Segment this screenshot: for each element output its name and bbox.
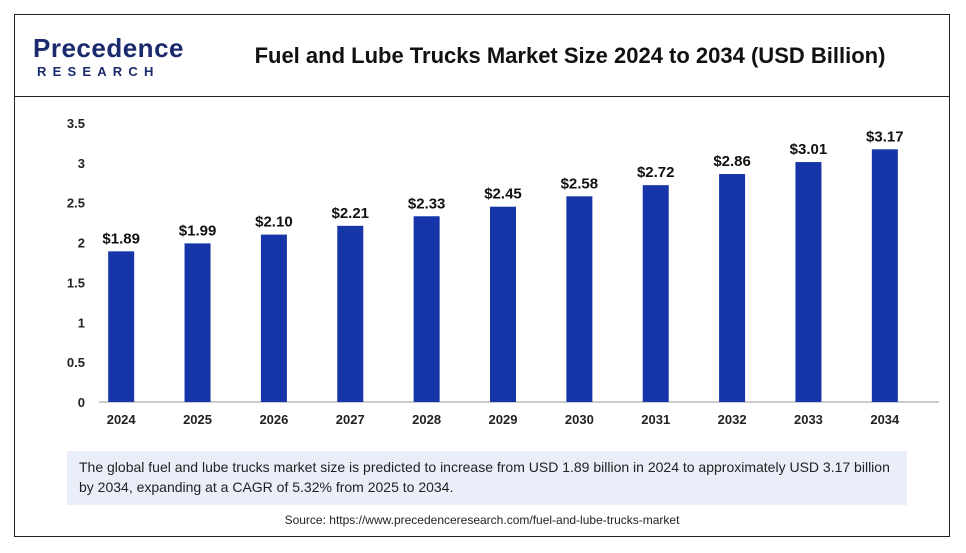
- x-tick-label: 2031: [641, 412, 670, 427]
- bar-value-label: $2.45: [484, 186, 522, 203]
- bar: [260, 234, 287, 402]
- header: Precedence RESEARCH Fuel and Lube Trucks…: [15, 15, 949, 97]
- brand-logo: Precedence RESEARCH: [33, 33, 183, 83]
- bar: [566, 196, 593, 402]
- bar: [413, 216, 440, 402]
- brand-subname: RESEARCH: [37, 64, 160, 79]
- bar-chart: 0 0.5 1 1.5 2 2.5 3 3.5 $1.89 2024 $1.99 2025 $2.10 2…: [67, 116, 939, 427]
- summary-note: The global fuel and lube trucks market s…: [67, 451, 907, 505]
- chart-title: Fuel and Lube Trucks Market Size 2024 to…: [254, 43, 886, 68]
- x-tick-label: 2029: [489, 412, 518, 427]
- y-tick-label: 3.5: [67, 116, 85, 131]
- x-tick-label: 2033: [794, 412, 823, 427]
- bar: [490, 206, 516, 402]
- bar-value-label: $2.86: [713, 153, 751, 170]
- bar-value-label: $2.33: [408, 195, 446, 212]
- source-text: Source: https://www.precedenceresearch.c…: [284, 513, 680, 527]
- y-tick-label: 0: [78, 395, 85, 410]
- x-tick-label: 2030: [565, 412, 594, 427]
- bar-value-label: $2.58: [561, 175, 599, 192]
- y-tick-label: 0.5: [67, 355, 85, 370]
- x-tick-label: 2024: [107, 412, 137, 427]
- x-tick-label: 2034: [870, 412, 900, 427]
- bar: [184, 243, 211, 402]
- y-tick-label: 1: [78, 315, 85, 330]
- bar: [871, 149, 898, 402]
- bar-value-label: $2.21: [331, 205, 369, 222]
- bar-value-label: $2.10: [255, 214, 293, 231]
- x-tick-label: 2026: [259, 412, 288, 427]
- bar-value-label: $2.72: [637, 164, 675, 181]
- bar: [642, 185, 669, 402]
- x-tick-label: 2027: [336, 412, 365, 427]
- bar: [108, 251, 135, 402]
- y-tick-label: 3: [78, 156, 85, 171]
- brand-name: Precedence: [33, 33, 184, 63]
- chart-frame: Precedence RESEARCH Fuel and Lube Trucks…: [14, 14, 950, 537]
- bar: [795, 162, 822, 402]
- bar-value-label: $1.99: [179, 222, 217, 239]
- y-tick-label: 2.5: [67, 196, 85, 211]
- bar: [337, 225, 364, 402]
- bar-value-label: $1.89: [102, 230, 140, 247]
- bar-value-label: $3.17: [866, 128, 904, 145]
- x-tick-label: 2032: [718, 412, 747, 427]
- y-tick-label: 2: [78, 236, 85, 251]
- bar-value-label: $3.01: [790, 141, 828, 158]
- y-tick-label: 1.5: [67, 275, 85, 290]
- x-tick-label: 2028: [412, 412, 441, 427]
- x-tick-label: 2025: [183, 412, 212, 427]
- bar: [719, 174, 746, 402]
